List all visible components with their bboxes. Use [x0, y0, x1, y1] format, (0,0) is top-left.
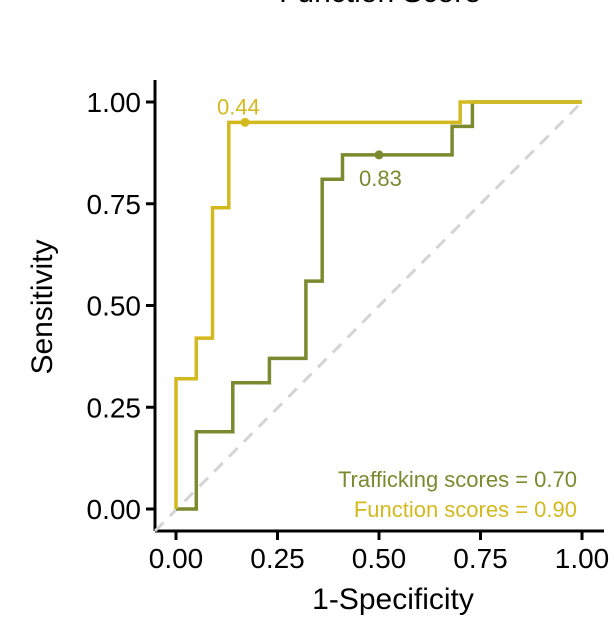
legend-entry-0: Trafficking scores = 0.70: [338, 467, 577, 492]
series-line-0: [176, 100, 582, 511]
diagonal-reference-line: [153, 100, 584, 533]
chart-title: Function Score: [279, 0, 481, 9]
series-line-1: [174, 100, 582, 509]
threshold-label-1: 0.44: [217, 94, 260, 119]
x-tick-label-1: 0.25: [250, 543, 305, 574]
y-tick-label-3: 0.75: [87, 189, 142, 220]
y-axis-title: Sensitivity: [26, 239, 59, 374]
x-tick-label-4: 1.00: [555, 543, 610, 574]
x-tick-label-3: 0.75: [453, 543, 508, 574]
y-tick-label-4: 1.00: [87, 87, 142, 118]
legend-entry-1: Function scores = 0.90: [354, 497, 577, 522]
x-axis-title: 1-Specificity: [312, 583, 474, 616]
x-tick-label-2: 0.50: [352, 543, 407, 574]
x-tick-label-0: 0.00: [149, 543, 204, 574]
threshold-point-1: [240, 117, 250, 127]
y-tick-label-2: 0.50: [87, 291, 142, 322]
y-tick-label-0: 0.00: [87, 494, 142, 525]
threshold-label-0: 0.83: [359, 166, 402, 191]
y-tick-label-1: 0.25: [87, 392, 142, 423]
threshold-point-0: [374, 150, 384, 160]
plot-area: 0.00 0.25 0.50 0.75 1.00 0.00 0.25 0.50 0.75 1.00…: [87, 80, 610, 574]
